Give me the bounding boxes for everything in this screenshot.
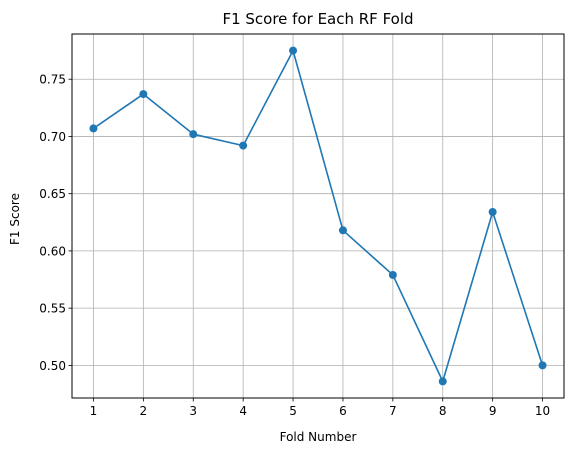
- data-point: [388, 270, 397, 279]
- x-tick-label: 1: [90, 404, 98, 418]
- y-tick-label: 0.60: [39, 244, 66, 258]
- chart-title: F1 Score for Each RF Fold: [222, 10, 413, 28]
- x-tick-label: 7: [389, 404, 397, 418]
- x-axis-label: Fold Number: [280, 430, 357, 444]
- x-tick-label: 8: [439, 404, 447, 418]
- data-point: [239, 141, 248, 150]
- data-point: [538, 361, 547, 370]
- plot-area-frame: [71, 33, 565, 399]
- y-axis-label: F1 Score: [8, 193, 22, 245]
- y-tick-label: 0.55: [39, 302, 66, 316]
- x-tick-label: 6: [339, 404, 347, 418]
- data-point: [289, 46, 298, 55]
- x-tick-label: 5: [289, 404, 297, 418]
- data-point: [89, 124, 98, 133]
- y-tick-label: 0.70: [39, 130, 66, 144]
- data-point: [438, 377, 447, 386]
- y-tick-label: 0.50: [39, 359, 66, 373]
- data-point: [488, 207, 497, 216]
- series-line: [93, 49, 544, 383]
- data-point: [189, 130, 198, 139]
- x-tick-label: 9: [489, 404, 497, 418]
- series: [89, 46, 547, 386]
- data-point: [139, 90, 148, 99]
- y-tick-label: 0.65: [39, 187, 66, 201]
- x-tick-label: 4: [239, 404, 247, 418]
- x-tick-label: 10: [535, 404, 550, 418]
- axis-ticks: 1 2 3 4 5 6 7 8 9 10 0.50 0.55 0.60 0.65 0.70 0.75: [39, 73, 550, 418]
- x-tick-label: 2: [140, 404, 148, 418]
- x-tick-label: 3: [189, 404, 197, 418]
- data-point: [338, 226, 347, 235]
- y-tick-label: 0.75: [39, 73, 66, 87]
- grid: [72, 34, 564, 398]
